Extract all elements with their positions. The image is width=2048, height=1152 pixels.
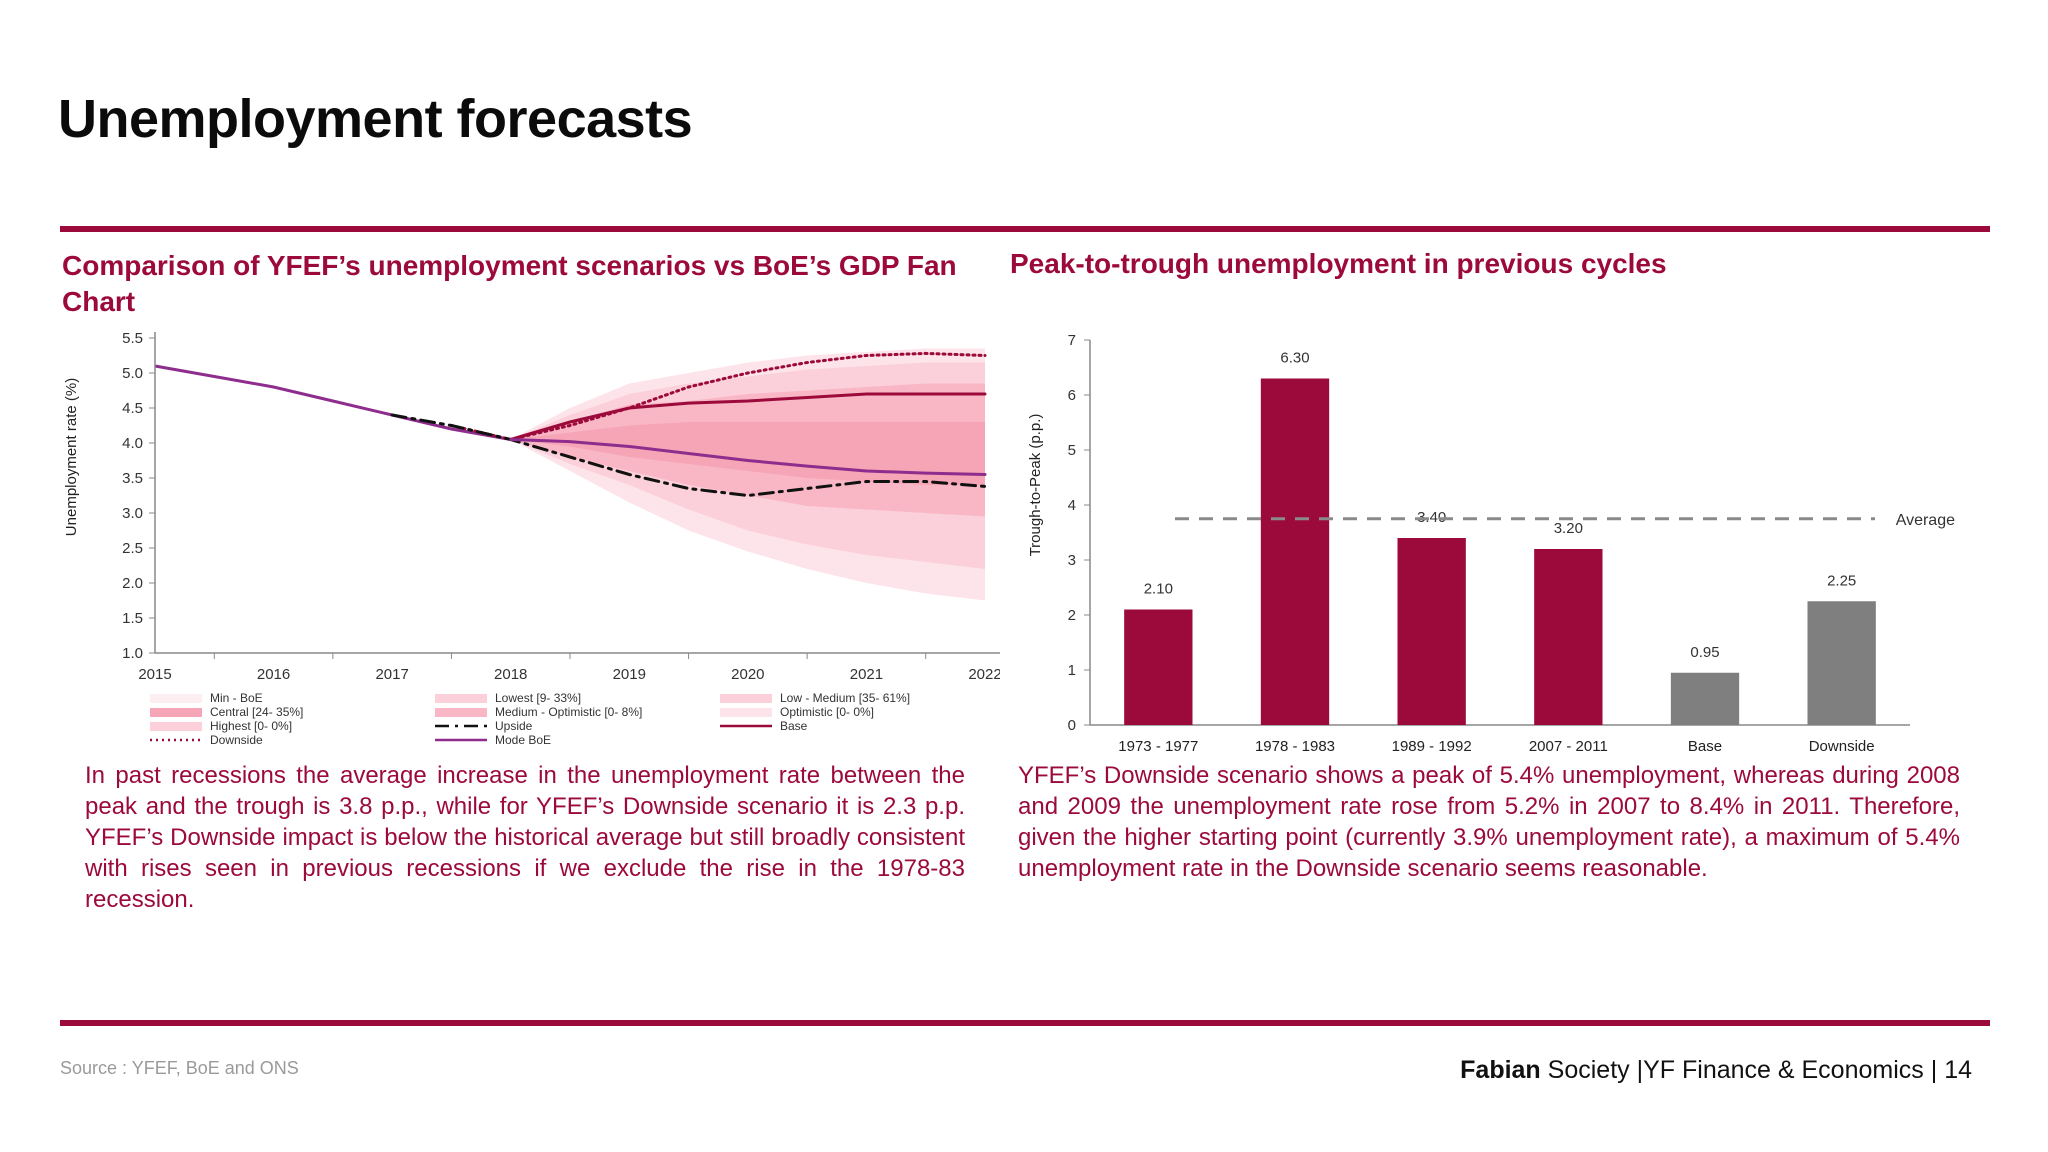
fan-x-tick-label: 2022	[968, 666, 1000, 683]
bar-y-tick-label: 1	[1068, 662, 1076, 679]
bar-y-tick-label: 3	[1068, 552, 1076, 569]
bar-value-label-base: 0.95	[1690, 644, 1719, 661]
legend-swatch-medium-optimistic-0-8	[435, 708, 487, 717]
fan-y-tick-label: 5.5	[122, 330, 143, 347]
footer-org: |YF Finance & Economics	[1636, 1056, 1924, 1084]
legend-label-lowest-9-33: Lowest [9- 33%]	[495, 691, 581, 705]
bar-2007-2011	[1534, 549, 1603, 725]
legend-swatch-min-boe	[150, 694, 202, 703]
fan-bands	[510, 348, 985, 601]
fan-chart-commentary: In past recessions the average increase …	[85, 762, 965, 913]
legend-label-medium-optimistic-0-8: Medium - Optimistic [0- 8%]	[495, 705, 642, 719]
slide-title: Unemployment forecasts	[58, 89, 693, 149]
fan-chart: Unemployment rate (%) 1.0 1.5 2.0 2.5 3.0 3.5…	[63, 330, 1000, 747]
bar-chart-commentary: YFEF’s Downside scenario shows a peak of…	[1018, 762, 1960, 882]
bar-y-tick-label: 5	[1068, 442, 1076, 459]
fan-y-tick-label: 4.0	[122, 435, 143, 452]
legend-swatch-optimistic-0-0	[720, 708, 772, 717]
bar-y-tick-label: 6	[1068, 387, 1076, 404]
footer-separator: |	[1930, 1056, 1938, 1084]
fan-y-tick-label: 2.5	[122, 540, 143, 557]
bar-value-label-1989-1992: 3.40	[1417, 509, 1446, 526]
line-mode-boe	[509, 438, 987, 476]
fan-chart-title: Comparison of YFEF’s unemployment scenar…	[62, 250, 957, 317]
bar-chart-y-axis-label: Trough-to-Peak (p.p.)	[1027, 414, 1044, 557]
fan-y-tick-label: 1.0	[122, 645, 143, 662]
average-label: Average	[1896, 512, 1955, 529]
legend-label-highest-0-0: Highest [0- 0%]	[210, 719, 292, 733]
fan-lines	[154, 351, 987, 498]
bar-1973-1977	[1124, 609, 1193, 725]
line-downside	[449, 351, 987, 442]
legend-swatch-lowest-9-33	[435, 694, 487, 703]
bar-value-label-1978-1983: 6.30	[1280, 350, 1309, 367]
legend-label-downside: Downside	[210, 733, 263, 747]
legend-swatch-low-medium-35-61	[720, 694, 772, 703]
fan-y-tick-label: 1.5	[122, 610, 143, 627]
source-note: Source : YFEF, BoE and ONS	[60, 1058, 299, 1078]
bar-1978-1983	[1260, 378, 1330, 725]
legend-label-optimistic-0-0: Optimistic [0- 0%]	[780, 705, 874, 719]
bar-category-label-2007-2011: 2007 - 2011	[1529, 738, 1608, 755]
bar-axes: 0 1 2 3 4 5 6 7 1973 - 1977 1978 - 1983 1989 - 199…	[1068, 332, 1910, 755]
bar-chart: Trough-to-Peak (p.p.) 0 1 2 3 4 5 6 7 1973 - 197…	[1027, 332, 1955, 755]
legend-swatch-highest-0-0	[150, 722, 202, 731]
bar-y-tick-label: 0	[1068, 717, 1076, 734]
bar-category-label-1989-1992: 1989 - 1992	[1392, 738, 1472, 755]
legend-label-upside: Upside	[495, 719, 533, 733]
bar-1989-1992	[1397, 538, 1466, 725]
footer: Fabian Society |YF Finance & Economics |…	[1460, 1056, 1972, 1085]
legend-label-mode-boe: Mode BoE	[495, 733, 551, 747]
legend-label-low-medium-35-61: Low - Medium [35- 61%]	[780, 691, 910, 705]
fan-x-tick-label: 2021	[850, 666, 883, 683]
line-upside	[390, 413, 987, 498]
legend-label-base: Base	[780, 719, 808, 733]
fan-axes: 1.0 1.5 2.0 2.5 3.0 3.5 4.0 4.5 5.0 5.5 2015 2016 20…	[122, 330, 1000, 683]
bar-downside	[1807, 601, 1876, 725]
fan-x-tick-label: 2020	[731, 666, 764, 683]
fan-x-tick-label: 2015	[138, 666, 171, 683]
bar-chart-title: Peak-to-trough unemployment in previous …	[1010, 248, 1667, 279]
line-base	[509, 392, 987, 441]
footer-page-number: 14	[1944, 1056, 1972, 1084]
bottom-divider	[60, 1020, 1990, 1026]
legend-swatch-central-24-35	[150, 708, 202, 717]
bar-category-label-1973-1977: 1973 - 1977	[1118, 738, 1198, 755]
footer-brand-rest: Society	[1540, 1056, 1630, 1084]
bar-y-tick-label: 7	[1068, 332, 1076, 349]
bar-value-label-1973-1977: 2.10	[1144, 581, 1173, 598]
bar-category-label-1978-1983: 1978 - 1983	[1255, 738, 1335, 755]
fan-x-tick-label: 2016	[257, 666, 290, 683]
fan-y-tick-label: 5.0	[122, 365, 143, 382]
fan-x-tick-label: 2018	[494, 666, 527, 683]
fan-band-low-medium-35-61	[510, 422, 985, 485]
top-divider	[60, 226, 1990, 232]
fan-legend: Min - BoE Lowest [9- 33%] Low - Medium [35…	[150, 691, 910, 747]
fan-x-tick-label: 2017	[375, 666, 408, 683]
bar-base	[1670, 672, 1740, 725]
fan-y-tick-label: 3.0	[122, 505, 143, 522]
fan-chart-y-axis-label: Unemployment rate (%)	[63, 378, 80, 536]
fan-y-tick-label: 3.5	[122, 470, 143, 487]
bar-y-tick-label: 2	[1068, 607, 1076, 624]
legend-label-min-boe: Min - BoE	[210, 691, 263, 705]
line-history-mode-boe	[154, 364, 511, 441]
fan-x-tick-label: 2019	[613, 666, 646, 683]
bar-y-tick-label: 4	[1068, 497, 1076, 514]
fan-y-tick-label: 4.5	[122, 400, 143, 417]
fan-y-tick-label: 2.0	[122, 575, 143, 592]
bar-category-label-downside: Downside	[1809, 738, 1875, 755]
legend-label-central-24-35: Central [24- 35%]	[210, 705, 303, 719]
footer-brand-bold: Fabian	[1460, 1056, 1541, 1084]
bar-value-label-2007-2011: 3.20	[1554, 520, 1583, 537]
bar-marks: 2.10 6.30 3.40 3.20 0.95 2.25 Average	[1124, 350, 1955, 725]
bar-category-label-base: Base	[1688, 738, 1722, 755]
bar-value-label-downside: 2.25	[1827, 572, 1856, 589]
